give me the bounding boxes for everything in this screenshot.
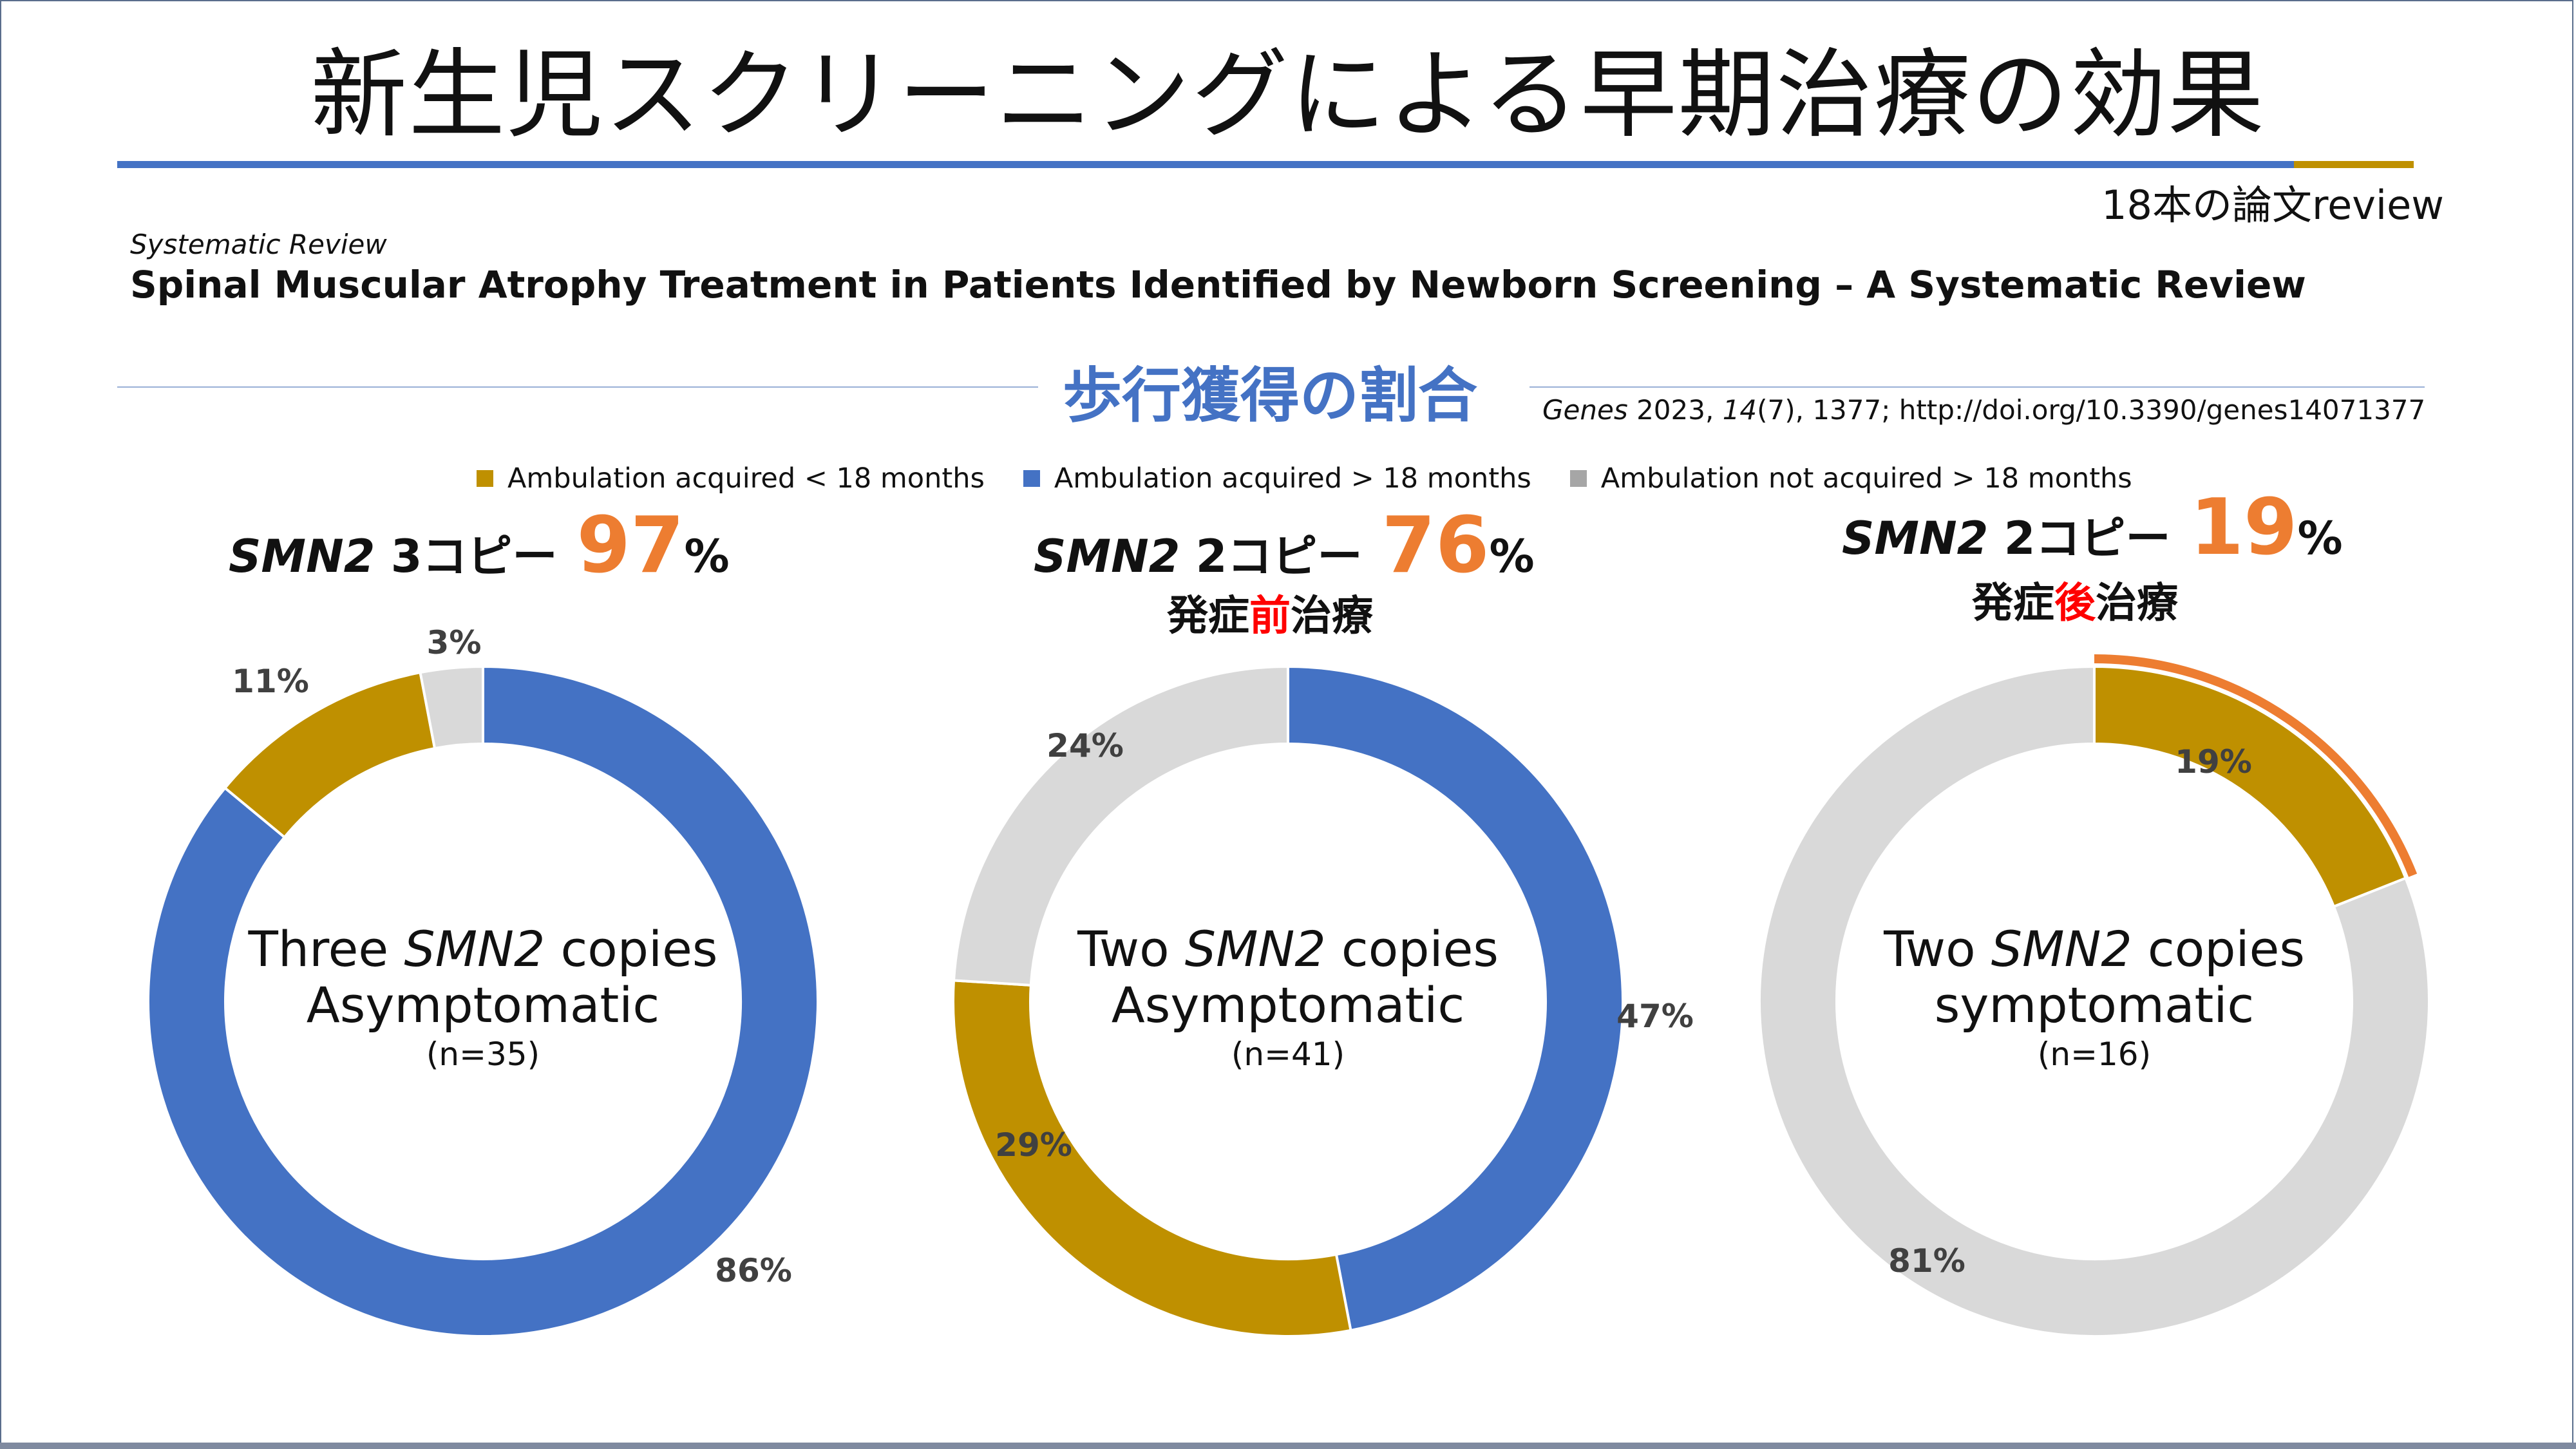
center-line-1: Two SMN2 copies	[1030, 921, 1546, 977]
center-text-part: Two	[1884, 920, 1991, 978]
chart-header-label: SMN2 3コピー	[229, 530, 557, 583]
chart-header-label: SMN2 2コピー	[1034, 530, 1362, 583]
bottom-band	[0, 1443, 2576, 1449]
chart-header-3: SMN2 2コピー 19%	[1842, 483, 2343, 573]
legend-swatch-gold	[477, 470, 493, 487]
data-label-acquired-before-18m: 19%	[2175, 743, 2252, 781]
chart-legend: Ambulation acquired < 18 months Ambulati…	[477, 462, 2132, 495]
donut-center-3: Two SMN2 copies symptomatic (n=16)	[1837, 921, 2352, 1075]
subheader-part: 発症	[1972, 580, 2054, 627]
percent-sign: %	[2297, 512, 2343, 565]
legend-item: Ambulation not acquired > 18 months	[1569, 462, 2132, 495]
donut-slice-acquired-after-18m	[147, 665, 819, 1338]
subheader-emphasis: 後	[2054, 580, 2096, 627]
legend-label: Ambulation not acquired > 18 months	[1600, 462, 2132, 495]
chart-header-label: SMN2 2コピー	[1842, 512, 2170, 565]
center-sample-size: (n=41)	[1231, 1035, 1345, 1073]
headline-percent: 19	[2190, 483, 2298, 573]
donut-slice-not-acquired	[419, 665, 484, 750]
legend-item: Ambulation acquired > 18 months	[1023, 462, 1531, 495]
gene-name: SMN2	[1842, 512, 1989, 565]
copy-number: 3コピー	[390, 530, 558, 583]
paper-label: Systematic Review	[130, 229, 387, 260]
subheader-emphasis: 前	[1249, 592, 1291, 640]
center-sample-size: (n=35)	[426, 1035, 540, 1073]
legend-swatch-blue	[1023, 470, 1040, 487]
data-label-not-acquired: 3%	[427, 624, 482, 661]
center-line-2: Asymptomatic	[1111, 976, 1465, 1034]
citation-volume: 14	[1722, 394, 1757, 426]
donut-slice-not-acquired	[1758, 665, 2430, 1338]
legend-label: Ambulation acquired < 18 months	[507, 462, 985, 495]
legend-label: Ambulation acquired > 18 months	[1054, 462, 1531, 495]
subheader-part: 治療	[1291, 592, 1373, 640]
chart-header-2: SMN2 2コピー 76%	[1034, 501, 1535, 591]
center-line-1: Two SMN2 copies	[1837, 921, 2352, 977]
citation: Genes 2023, 14(7), 1377; http://doi.org/…	[1542, 394, 2426, 426]
headline-percent: 76	[1381, 501, 1490, 591]
section-divider-right	[1530, 386, 2425, 388]
data-label-not-acquired: 81%	[1888, 1242, 1965, 1280]
donut-slice-not-acquired	[952, 665, 1289, 987]
center-line-1: Three SMN2 copies	[225, 921, 741, 977]
paper-title: Spinal Muscular Atrophy Treatment in Pat…	[130, 263, 2306, 307]
center-sample-size: (n=16)	[2037, 1035, 2152, 1073]
center-gene: SMN2	[1184, 920, 1326, 978]
page-title: 新生児スクリーニングによる早期治療の効果	[310, 39, 2266, 151]
legend-item: Ambulation acquired < 18 months	[477, 462, 985, 495]
data-label-acquired-before-18m: 11%	[232, 663, 309, 700]
percent-sign: %	[684, 530, 730, 583]
subheader-part: 治療	[2096, 580, 2178, 627]
section-title: 歩行獲得の割合	[1063, 361, 1478, 430]
data-label-acquired-after-18m: 86%	[715, 1252, 792, 1289]
gene-name: SMN2	[229, 530, 375, 583]
highlight-arc	[2094, 654, 2418, 877]
chart-subheader-3: 発症後治療	[1972, 570, 2178, 629]
donut-slice-acquired-before-18m	[952, 979, 1352, 1338]
title-rule-gold	[2294, 161, 2414, 168]
chart-header-1: SMN2 3コピー 97%	[229, 501, 730, 591]
center-line-2: symptomatic	[1934, 976, 2255, 1034]
headline-percent: 97	[576, 501, 685, 591]
title-rule-blue	[117, 161, 2294, 168]
legend-swatch-gray	[1569, 470, 1587, 487]
review-note: 18本の論文review	[2101, 182, 2444, 229]
center-text-part: copies	[545, 920, 718, 978]
donut-slice-acquired-after-18m	[1287, 665, 1625, 1332]
copy-number: 2コピー	[2003, 512, 2171, 565]
center-text-part: Two	[1077, 920, 1185, 978]
center-text-part: Three	[248, 920, 404, 978]
data-label-acquired-after-18m: 47%	[1616, 998, 1694, 1035]
center-gene: SMN2	[1991, 920, 2132, 978]
donut-center-1: Three SMN2 copies Asymptomatic (n=35)	[225, 921, 741, 1075]
section-divider-left	[117, 386, 1038, 388]
citation-journal: Genes	[1542, 394, 1628, 426]
center-text-part: copies	[1325, 920, 1499, 978]
copy-number: 2コピー	[1195, 530, 1363, 583]
subheader-part: 発症	[1167, 592, 1249, 640]
gene-name: SMN2	[1034, 530, 1180, 583]
chart-subheader-2: 発症前治療	[1167, 583, 1373, 642]
data-label-not-acquired: 24%	[1046, 727, 1124, 764]
center-line-2: Asymptomatic	[306, 976, 660, 1034]
percent-sign: %	[1489, 530, 1535, 583]
data-label-acquired-before-18m: 29%	[995, 1126, 1072, 1164]
donut-center-2: Two SMN2 copies Asymptomatic (n=41)	[1030, 921, 1546, 1075]
center-text-part: copies	[2132, 920, 2305, 978]
center-gene: SMN2	[404, 920, 545, 978]
